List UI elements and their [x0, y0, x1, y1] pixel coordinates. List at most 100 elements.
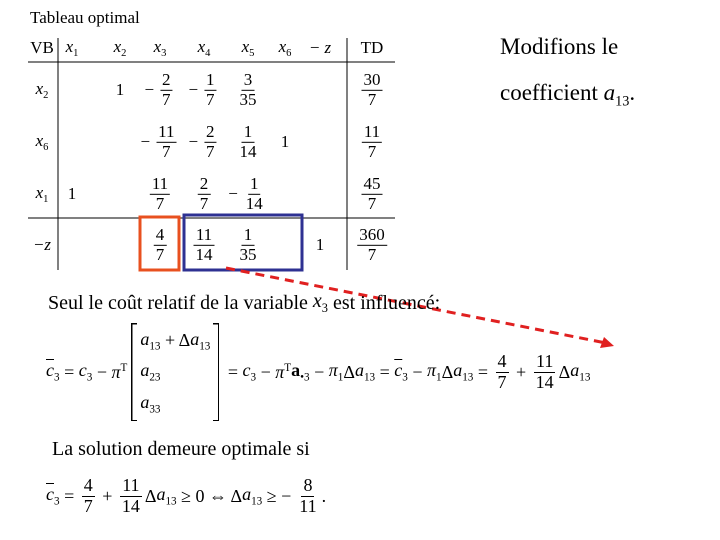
- denominator: 14: [245, 193, 263, 213]
- symbol: a13: [604, 80, 630, 110]
- text: Seul le coût relatif de la variable: [48, 291, 313, 314]
- subscript: 6: [286, 48, 292, 60]
- denominator: 7: [367, 244, 377, 264]
- fraction-group: 1 35: [235, 225, 262, 264]
- subscript: 3: [402, 371, 408, 384]
- text: Modifions le: [500, 34, 619, 59]
- text: c: [394, 360, 403, 381]
- symbol: TD: [361, 38, 384, 58]
- table-cell: 11 14: [191, 225, 218, 264]
- table-cell: x2: [36, 79, 49, 101]
- denominator: 7: [155, 244, 165, 264]
- table-cell: −11 7: [141, 121, 180, 161]
- table-cell: −z: [33, 235, 51, 255]
- note: Modifions le coefficient a13.: [500, 24, 635, 125]
- symbol: x5: [242, 37, 255, 59]
- text: a: [140, 328, 150, 349]
- symbol: c3: [394, 360, 408, 384]
- table-cell: 1: [116, 80, 125, 100]
- numerator: 2: [204, 121, 217, 143]
- text: =: [223, 361, 243, 382]
- symbol: =: [375, 362, 394, 383]
- numerator: 45: [361, 173, 383, 195]
- text: a: [570, 360, 580, 381]
- text: π: [328, 360, 338, 381]
- fraction-group: 11 14: [531, 351, 559, 393]
- fraction: 1 35: [238, 225, 259, 264]
- symbol: c3: [46, 360, 60, 384]
- superscript: T: [120, 361, 128, 374]
- symbol: x3: [154, 37, 167, 59]
- denominator: 7: [367, 89, 377, 109]
- symbol: a•3: [291, 360, 309, 384]
- fraction-group: 11 14: [117, 475, 145, 517]
- text: =: [59, 361, 79, 382]
- symbol: a33: [140, 388, 160, 419]
- text: 1: [115, 80, 125, 99]
- text: c: [46, 484, 54, 505]
- text: 1: [280, 132, 290, 151]
- text: −: [256, 361, 276, 382]
- symbol: 1: [68, 184, 77, 204]
- symbol: a13: [453, 360, 473, 384]
- text: .: [629, 80, 636, 105]
- fraction-group: −11 7: [141, 121, 180, 161]
- numerator: 4: [81, 474, 95, 497]
- text: Δ: [343, 361, 355, 382]
- arrow-head: [600, 337, 614, 348]
- text: x: [65, 36, 74, 56]
- table-cell: 11 7: [359, 122, 385, 161]
- text: x: [241, 36, 250, 56]
- text: =: [375, 361, 395, 382]
- table-cell: 360 7: [354, 225, 390, 264]
- superscript: T: [284, 361, 292, 374]
- subscript: 13: [199, 340, 211, 353]
- fraction: 11 14: [120, 475, 142, 517]
- table-cell: 1: [281, 132, 290, 152]
- text: a: [140, 391, 150, 412]
- subscript: 3: [86, 371, 93, 384]
- table-cell: −2 7: [144, 70, 175, 109]
- denominator: 14: [535, 371, 554, 392]
- text: −z: [32, 235, 52, 254]
- symbol: 1: [116, 80, 125, 100]
- text: + Δ: [160, 330, 191, 351]
- symbol: x6: [36, 131, 49, 153]
- fraction: 3 35: [238, 70, 259, 109]
- numerator: 11: [156, 121, 177, 143]
- text: − z: [308, 38, 332, 57]
- table-cell: x1: [36, 183, 49, 205]
- symbol: c3: [79, 360, 93, 384]
- text: Δ: [144, 485, 157, 506]
- symbol: a13: [140, 325, 160, 356]
- fraction: 360 7: [357, 225, 387, 264]
- denominator: 7: [155, 193, 165, 213]
- symbol: πT: [275, 362, 291, 383]
- text: x: [197, 36, 206, 56]
- symbol: =: [473, 362, 492, 383]
- subscript: 2: [43, 90, 49, 102]
- symbol: x2: [114, 37, 127, 59]
- text: ≥ 0 ⇔ Δ: [176, 485, 243, 506]
- table-header: − z: [309, 38, 331, 58]
- subscript: 3: [250, 371, 257, 384]
- subscript: 1: [337, 371, 344, 384]
- numerator: 4: [495, 350, 509, 373]
- sign: −: [188, 80, 199, 99]
- subscript: 3: [54, 371, 60, 384]
- symbol: a13: [190, 325, 210, 356]
- fraction-group: 3 35: [235, 70, 262, 109]
- table-header: x3: [154, 37, 167, 59]
- denominator: 7: [162, 141, 171, 161]
- subscript: 33: [149, 403, 161, 416]
- subscript: 13: [462, 371, 474, 384]
- subscript: 3: [161, 48, 167, 60]
- subscript: 13: [615, 93, 630, 110]
